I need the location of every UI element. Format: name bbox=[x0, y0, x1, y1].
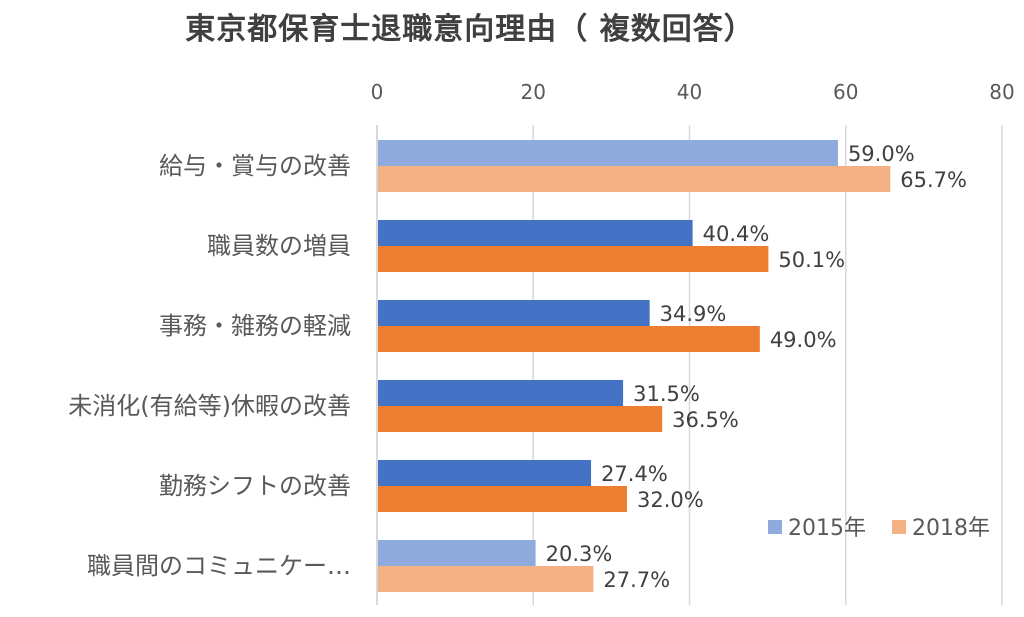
data-label: 50.1% bbox=[778, 248, 845, 272]
chart-title: 東京都保育士退職意向理由（ 複数回答） bbox=[185, 12, 755, 47]
x-tick-label: 60 bbox=[833, 80, 858, 104]
data-label: 40.4% bbox=[703, 222, 770, 246]
bar-2015 bbox=[377, 380, 624, 406]
legend-label-2015: 2015年 bbox=[788, 516, 866, 541]
category-label: 職員間のコミュニケー… bbox=[87, 552, 351, 580]
legend-swatch-2015 bbox=[768, 520, 782, 534]
bar-2018 bbox=[377, 566, 594, 592]
legend-label-2018: 2018年 bbox=[912, 516, 990, 541]
bar-2015 bbox=[377, 300, 650, 326]
data-label: 59.0% bbox=[848, 142, 915, 166]
data-label: 65.7% bbox=[900, 168, 967, 192]
data-label: 32.0% bbox=[637, 488, 704, 512]
bar-2018 bbox=[377, 246, 769, 272]
x-tick-label: 80 bbox=[989, 80, 1014, 104]
legend-swatch-2018 bbox=[892, 520, 906, 534]
category-label: 勤務シフトの改善 bbox=[159, 472, 351, 500]
data-label: 49.0% bbox=[770, 328, 837, 352]
bar-2018 bbox=[377, 326, 760, 352]
data-label: 27.7% bbox=[603, 568, 670, 592]
category-label: 職員数の増員 bbox=[207, 232, 351, 260]
x-tick-label: 0 bbox=[371, 80, 384, 104]
x-tick-label: 20 bbox=[521, 80, 546, 104]
bar-2015 bbox=[377, 460, 592, 486]
data-label: 27.4% bbox=[601, 462, 668, 486]
x-tick-label: 40 bbox=[677, 80, 702, 104]
data-label: 36.5% bbox=[672, 408, 739, 432]
bar-2015 bbox=[377, 540, 536, 566]
data-label: 34.9% bbox=[660, 302, 727, 326]
bar-2018 bbox=[377, 166, 891, 192]
data-label: 31.5% bbox=[633, 382, 700, 406]
bar-2015 bbox=[377, 140, 838, 166]
bar-2018 bbox=[377, 406, 663, 432]
category-label: 事務・雑務の軽減 bbox=[159, 312, 351, 340]
category-label: 未消化(有給等)休暇の改善 bbox=[68, 392, 351, 420]
bar-2018 bbox=[377, 486, 627, 512]
category-label: 給与・賞与の改善 bbox=[159, 152, 351, 180]
bar-2015 bbox=[377, 220, 693, 246]
data-label: 20.3% bbox=[546, 542, 613, 566]
